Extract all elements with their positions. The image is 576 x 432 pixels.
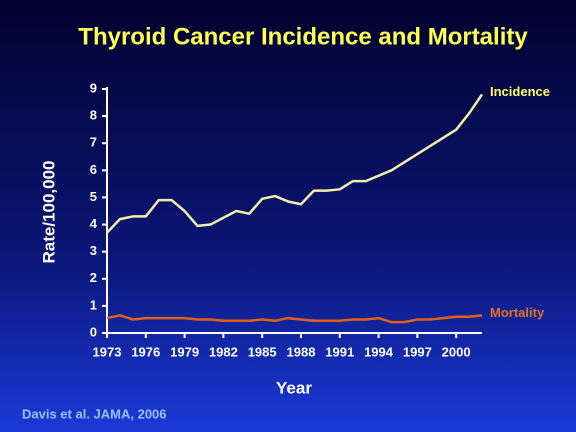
x-tick-label: 1973 (93, 344, 122, 359)
y-tick-label: 9 (90, 80, 97, 95)
x-tick-label: 1982 (209, 344, 238, 359)
y-tick-label: 3 (90, 243, 97, 258)
y-tick-label: 2 (90, 270, 97, 285)
series-label: Mortality (490, 305, 545, 320)
y-tick-label: 0 (90, 324, 97, 339)
y-tick-label: 8 (90, 108, 97, 123)
x-tick-label: 1985 (248, 344, 277, 359)
y-tick-label: 7 (90, 135, 97, 150)
x-tick-label: 1988 (287, 344, 316, 359)
series-label: Incidence (490, 84, 550, 99)
x-tick-label: 2000 (442, 344, 471, 359)
y-tick-label: 6 (90, 162, 97, 177)
y-tick-label: 1 (90, 297, 97, 312)
series-line (106, 93, 484, 234)
y-tick-label: 5 (90, 189, 97, 204)
source-note: Davis et al. JAMA, 2006 (22, 406, 167, 421)
series-line (106, 314, 483, 324)
x-tick-label: 1997 (403, 344, 432, 359)
x-axis-label: Year (276, 378, 312, 397)
x-tick-label: 1979 (170, 344, 199, 359)
x-tick-label: 1994 (364, 344, 394, 359)
chart-title: Thyroid Cancer Incidence and Mortality (78, 23, 528, 50)
x-tick-label: 1991 (325, 344, 354, 359)
y-axis-label: Rate/100,000 (39, 160, 58, 263)
x-tick-label: 1976 (131, 344, 160, 359)
y-tick-label: 4 (90, 216, 98, 231)
